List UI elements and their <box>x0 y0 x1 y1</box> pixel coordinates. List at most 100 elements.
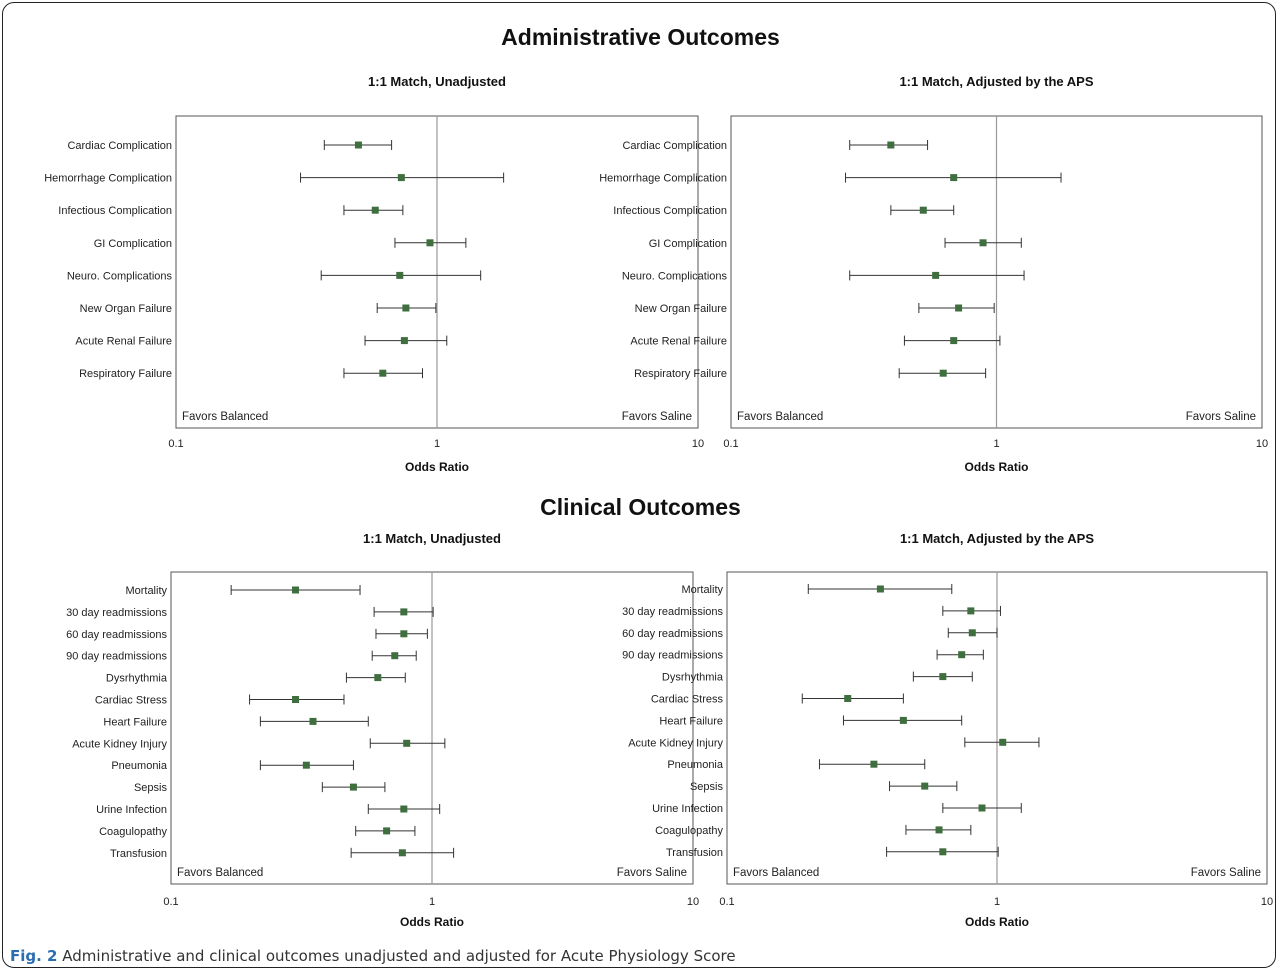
x-tick-label: 0.1 <box>168 438 183 450</box>
odds-ratio-point <box>403 739 411 747</box>
favors-right-label: Favors Saline <box>622 411 692 423</box>
odds-ratio-point <box>887 141 895 149</box>
category-label: Heart Failure <box>103 716 167 728</box>
odds-ratio-point <box>400 630 408 638</box>
odds-ratio-point <box>919 206 927 214</box>
favors-left-label: Favors Balanced <box>177 867 263 879</box>
odds-ratio-point <box>309 717 317 725</box>
x-tick-label: 0.1 <box>163 896 178 908</box>
odds-ratio-point <box>379 369 387 377</box>
odds-ratio-point <box>950 174 958 182</box>
odds-ratio-point <box>979 239 987 247</box>
section-title-clinical: Clinical Outcomes <box>540 494 741 520</box>
x-axis-label: Odds Ratio <box>965 915 1029 929</box>
odds-ratio-point <box>374 674 382 682</box>
category-label: Infectious Complication <box>613 205 727 217</box>
category-label: Hemorrhage Complication <box>599 173 727 185</box>
category-label: 60 day readmissions <box>66 629 167 641</box>
odds-ratio-point <box>939 369 947 377</box>
category-label: 90 day readmissions <box>622 650 723 662</box>
x-tick-label: 1 <box>994 896 1000 908</box>
caption-text: Administrative and clinical outcomes una… <box>62 947 736 965</box>
odds-ratio-point <box>391 652 399 660</box>
category-label: 60 day readmissions <box>622 628 723 640</box>
category-label: Dysrhythmia <box>662 672 724 684</box>
x-tick-label: 0.1 <box>723 438 738 450</box>
x-tick-label: 1 <box>429 896 435 908</box>
odds-ratio-point <box>899 716 907 724</box>
x-axis-label: Odds Ratio <box>405 460 469 474</box>
odds-ratio-point <box>426 239 434 247</box>
x-tick-label: 10 <box>687 896 699 908</box>
odds-ratio-point <box>932 271 940 279</box>
category-label: Acute Kidney Injury <box>628 737 723 749</box>
odds-ratio-point <box>935 826 943 834</box>
favors-right-label: Favors Saline <box>1191 867 1261 879</box>
category-label: Dysrhythmia <box>106 673 168 685</box>
x-axis-label: Odds Ratio <box>400 915 464 929</box>
category-label: Mortality <box>125 585 167 597</box>
odds-ratio-point <box>383 827 391 835</box>
category-label: Neuro. Complications <box>67 270 173 282</box>
odds-ratio-point <box>939 848 947 856</box>
odds-ratio-point <box>400 608 408 616</box>
category-label: Hemorrhage Complication <box>44 173 172 185</box>
category-label: Neuro. Complications <box>622 270 728 282</box>
odds-ratio-point <box>354 141 362 149</box>
odds-ratio-point <box>921 782 929 790</box>
category-label: Cardiac Complication <box>622 140 727 152</box>
category-label: Sepsis <box>134 782 168 794</box>
category-label: Heart Failure <box>659 715 723 727</box>
x-tick-label: 0.1 <box>719 896 734 908</box>
odds-ratio-point <box>958 651 966 659</box>
category-label: Pneumonia <box>667 759 724 771</box>
odds-ratio-point <box>844 695 852 702</box>
favors-left-label: Favors Balanced <box>182 411 268 423</box>
odds-ratio-point <box>371 206 379 214</box>
category-label: Acute Renal Failure <box>630 336 727 348</box>
category-label: 90 day readmissions <box>66 651 167 663</box>
category-label: GI Complication <box>94 238 172 250</box>
odds-ratio-point <box>396 271 404 279</box>
favors-left-label: Favors Balanced <box>733 867 819 879</box>
category-label: Cardiac Stress <box>95 695 168 707</box>
odds-ratio-point <box>397 174 405 182</box>
panel-title: 1:1 Match, Unadjusted <box>363 531 501 546</box>
category-label: Coagulopathy <box>99 826 167 838</box>
category-label: Urine Infection <box>652 803 723 815</box>
category-label: Mortality <box>681 584 723 596</box>
category-label: Cardiac Stress <box>651 694 724 706</box>
odds-ratio-point <box>939 673 947 681</box>
odds-ratio-point <box>400 805 408 813</box>
favors-right-label: Favors Saline <box>1186 411 1256 423</box>
odds-ratio-point <box>292 586 300 594</box>
category-label: Respiratory Failure <box>634 368 727 380</box>
category-label: Transfusion <box>666 847 723 859</box>
x-tick-label: 1 <box>993 438 999 450</box>
panel-title: 1:1 Match, Adjusted by the APS <box>899 74 1093 89</box>
x-tick-label: 10 <box>1256 438 1268 450</box>
odds-ratio-point <box>398 849 406 857</box>
caption-label: Fig. 2 <box>10 947 58 965</box>
category-label: Acute Kidney Injury <box>72 738 167 750</box>
odds-ratio-point <box>968 629 976 637</box>
odds-ratio-point <box>950 337 958 345</box>
category-label: Respiratory Failure <box>79 368 172 380</box>
category-label: New Organ Failure <box>635 303 727 315</box>
category-label: 30 day readmissions <box>622 606 723 618</box>
category-label: Acute Renal Failure <box>75 336 172 348</box>
category-label: Infectious Complication <box>58 205 172 217</box>
x-axis-label: Odds Ratio <box>964 460 1028 474</box>
x-tick-label: 10 <box>1261 896 1273 908</box>
category-label: Coagulopathy <box>655 825 723 837</box>
category-label: Cardiac Complication <box>67 140 172 152</box>
odds-ratio-point <box>999 738 1007 746</box>
x-tick-label: 1 <box>434 438 440 450</box>
category-label: New Organ Failure <box>80 303 172 315</box>
x-tick-label: 10 <box>692 438 704 450</box>
odds-ratio-point <box>870 760 878 768</box>
